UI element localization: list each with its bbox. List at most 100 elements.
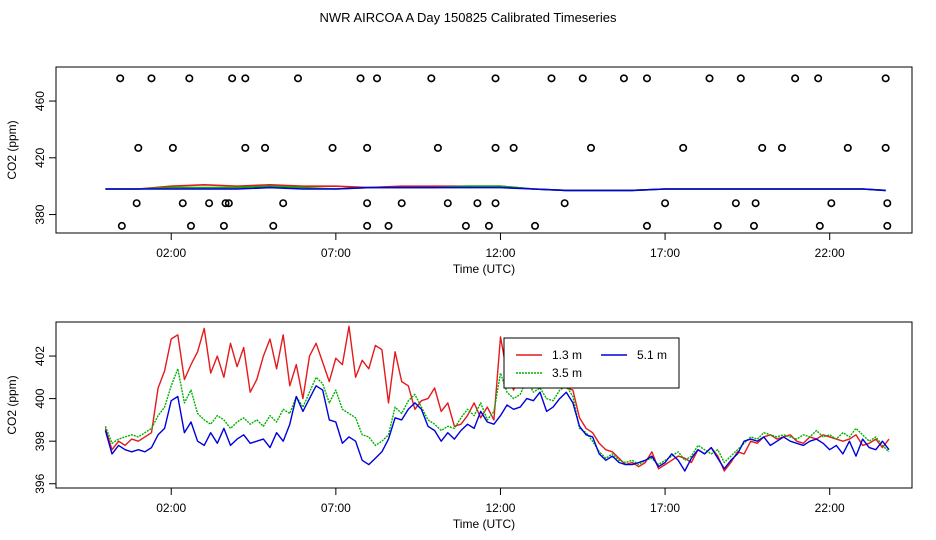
- flag-point: [491, 143, 500, 152]
- flag-point: [241, 143, 250, 152]
- figure-title: NWR AIRCOA A Day 150825 Calibrated Times…: [320, 10, 617, 25]
- flag-point: [751, 199, 760, 208]
- flag-point: [117, 221, 126, 230]
- flag-point: [372, 74, 381, 83]
- legend-label: 1.3 m: [552, 348, 582, 362]
- x-tick-label: 02:00: [156, 501, 186, 515]
- flag-point: [185, 74, 194, 83]
- flag-point: [384, 221, 393, 230]
- flag-point: [134, 143, 143, 152]
- flag-point: [363, 199, 372, 208]
- flag-point: [791, 74, 800, 83]
- series-line-3-5-m: [104, 368, 890, 466]
- y-tick-label: 396: [33, 473, 47, 493]
- flag-point: [168, 143, 177, 152]
- flag-point: [221, 199, 230, 208]
- x-tick-label: 22:00: [815, 501, 845, 515]
- flag-point: [586, 143, 595, 152]
- flag-point: [881, 143, 890, 152]
- flag-point: [705, 74, 714, 83]
- flag-point: [883, 199, 892, 208]
- flag-point: [777, 143, 786, 152]
- x-tick-label: 12:00: [485, 501, 515, 515]
- flag-point: [758, 143, 767, 152]
- flag-point: [132, 199, 141, 208]
- flag-point: [293, 74, 302, 83]
- legend-box: [503, 337, 680, 389]
- flag-point: [178, 199, 187, 208]
- flag-point: [731, 199, 740, 208]
- flag-point: [186, 221, 195, 230]
- flag-point: [843, 143, 852, 152]
- flag-point: [205, 199, 214, 208]
- flag-point: [116, 74, 125, 83]
- flag-point: [328, 143, 337, 152]
- y-axis-title: CO2 (ppm): [5, 375, 19, 434]
- flag-point: [397, 199, 406, 208]
- flag-point: [261, 143, 270, 152]
- flag-point: [749, 221, 758, 230]
- x-tick-label: 17:00: [650, 246, 680, 260]
- flag-point: [531, 221, 540, 230]
- flag-point: [661, 199, 670, 208]
- flag-point: [642, 221, 651, 230]
- flag-point: [241, 74, 250, 83]
- x-axis-title: Time (UTC): [453, 262, 515, 276]
- plot-frame: [55, 321, 913, 489]
- flag-point: [473, 199, 482, 208]
- flag-point: [461, 221, 470, 230]
- flag-point: [883, 221, 892, 230]
- x-tick-label: 17:00: [650, 501, 680, 515]
- series-line-1-3-m: [104, 325, 890, 472]
- flag-point: [356, 74, 365, 83]
- flag-point: [363, 221, 372, 230]
- flag-point: [491, 199, 500, 208]
- x-tick-label: 12:00: [485, 246, 515, 260]
- y-tick-label: 398: [33, 431, 47, 451]
- flag-point: [443, 199, 452, 208]
- flag-point: [642, 74, 651, 83]
- flag-point: [619, 74, 628, 83]
- panel-top: 02:00 07:00 12:00 17:00 22:00 Time (UTC) 380 42…: [5, 66, 913, 276]
- legend: 1.3 m 3.5 m 5.1 m: [503, 337, 680, 389]
- legend-label: 5.1 m: [637, 348, 667, 362]
- flag-point: [578, 74, 587, 83]
- y-tick-label: 460: [33, 91, 47, 111]
- y-tick-label: 380: [33, 204, 47, 224]
- x-tick-label: 07:00: [321, 501, 351, 515]
- flag-point: [427, 74, 436, 83]
- y-axis-title: CO2 (ppm): [5, 120, 19, 179]
- series-line-5-1-m: [105, 186, 886, 192]
- flag-point: [484, 221, 493, 230]
- panel-bottom: 02:00 07:00 12:00 17:00 22:00 Time (UTC) 396 39…: [5, 321, 913, 531]
- flag-point: [269, 221, 278, 230]
- x-axis-title: Time (UTC): [453, 517, 515, 531]
- flag-point: [279, 199, 288, 208]
- flag-point: [363, 143, 372, 152]
- flag-point: [560, 199, 569, 208]
- x-tick-label: 02:00: [156, 246, 186, 260]
- flag-point: [224, 199, 233, 208]
- flag-point: [491, 74, 500, 83]
- flag-point: [827, 199, 836, 208]
- series-line-5-1-m: [104, 385, 890, 472]
- y-tick-label: 420: [33, 147, 47, 167]
- flag-point: [815, 221, 824, 230]
- flag-point: [219, 221, 228, 230]
- flag-point: [433, 143, 442, 152]
- flag-point: [679, 143, 688, 152]
- flag-point: [814, 74, 823, 83]
- legend-label: 3.5 m: [552, 366, 582, 380]
- flag-point: [547, 74, 556, 83]
- x-tick-label: 07:00: [321, 246, 351, 260]
- y-tick-label: 400: [33, 388, 47, 408]
- flag-point: [713, 221, 722, 230]
- flag-point: [228, 74, 237, 83]
- x-tick-label: 22:00: [815, 246, 845, 260]
- plot-frame: [55, 66, 913, 234]
- flag-point: [147, 74, 156, 83]
- y-tick-label: 402: [33, 346, 47, 366]
- flag-point: [881, 74, 890, 83]
- flag-point: [509, 143, 518, 152]
